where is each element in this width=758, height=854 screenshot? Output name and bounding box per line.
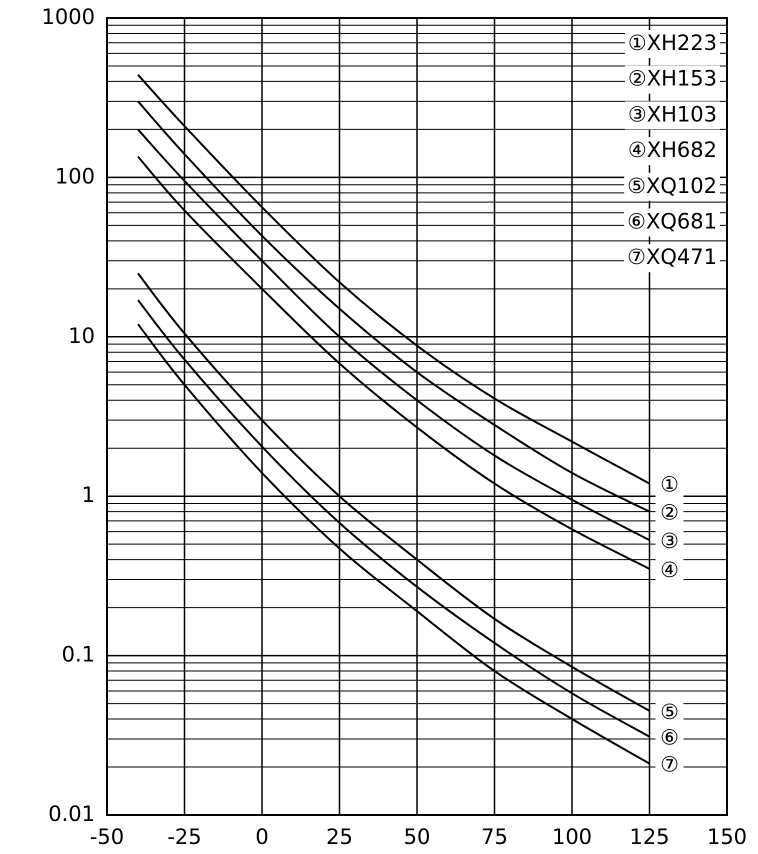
plot-frame [106,17,728,816]
series-line [137,128,650,542]
legend-entry: ②XH153 [628,67,717,91]
legend-bg [624,65,720,94]
x-tick-label: 75 [481,825,508,849]
end-label-bg [655,725,684,752]
end-label: ① [660,473,679,497]
end-label-bg [655,529,684,556]
end-label: ④ [660,558,679,582]
legend-bg [624,101,720,130]
legend-marker: ④ [628,138,647,162]
legend-bg [624,137,720,166]
legend-marker: ③ [628,102,647,126]
legend-label: XQ681 [646,210,717,234]
legend-label: XQ102 [646,174,717,198]
legend-marker: ⑦ [627,245,646,269]
x-tick-label: -25 [167,825,201,849]
legend-entry: ⑦XQ471 [627,245,717,269]
series-line [137,74,650,485]
legend-marker: ② [628,67,647,91]
x-tick-label: 150 [707,825,747,849]
legend-marker: ⑥ [627,210,646,234]
legend-label: XH103 [647,102,717,126]
y-tick-label: 10 [68,324,95,348]
y-tick-label: 100 [55,164,95,188]
legend-label: XH153 [647,67,717,91]
x-tick-label: 25 [326,825,353,849]
series-line [137,100,650,513]
y-tick-label: 0.1 [62,643,95,667]
legend-entry: ⑤XQ102 [627,174,717,198]
legend-bg [624,244,720,273]
legend-label: XQ471 [646,245,717,269]
end-label: ⑥ [660,726,679,750]
legend-bg [624,172,720,201]
end-label-bg [655,752,684,779]
x-tick-label: 50 [404,825,431,849]
legend-entry: ⑥XQ681 [627,210,717,234]
legend-bg [624,30,720,58]
end-label-bg [655,500,684,527]
end-label-bg [655,699,684,726]
x-tick-label: 125 [629,825,669,849]
legend-entry: ③XH103 [628,102,717,126]
end-label: ③ [660,529,679,553]
x-tick-label: -50 [90,825,124,849]
legend-marker: ⑤ [627,174,646,198]
legend-label: XH682 [647,138,717,162]
series-line [137,155,650,570]
x-tick-label: 0 [255,825,268,849]
series-line [137,299,650,738]
end-label-bg [655,557,684,584]
end-label: ⑤ [660,700,679,724]
series-line [137,323,650,765]
series-line [137,272,650,712]
legend-marker: ① [628,31,647,55]
legend-entry: ④XH682 [628,138,717,162]
x-tick-label: 100 [552,825,592,849]
end-label: ② [660,501,679,525]
y-tick-label: 1000 [42,5,95,29]
legend-label: XH223 [647,31,717,55]
legend-entry: ①XH223 [628,31,717,55]
end-label-bg [655,472,684,499]
end-label: ⑦ [660,753,679,777]
y-tick-label: 1 [82,483,95,507]
legend-bg [624,208,720,237]
y-tick-label: 0.01 [48,802,95,826]
